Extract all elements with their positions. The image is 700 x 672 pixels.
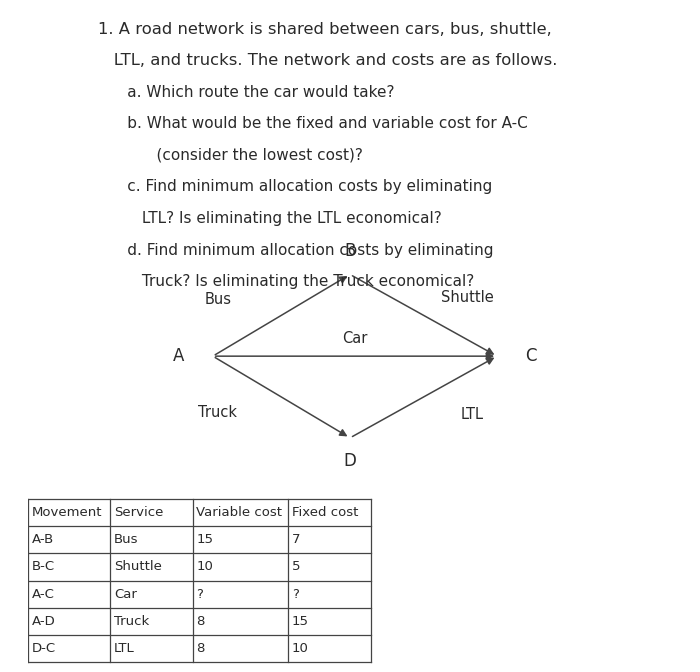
Text: Shuttle: Shuttle xyxy=(114,560,162,573)
Text: Bus: Bus xyxy=(204,292,231,308)
Text: Service: Service xyxy=(114,506,163,519)
Text: ?: ? xyxy=(197,587,203,601)
Text: 10: 10 xyxy=(292,642,309,655)
Text: A-D: A-D xyxy=(32,615,55,628)
Text: 8: 8 xyxy=(197,642,205,655)
Text: D: D xyxy=(344,452,356,470)
Text: 15: 15 xyxy=(292,615,309,628)
Text: Fixed cost: Fixed cost xyxy=(292,506,358,519)
Text: Car: Car xyxy=(342,331,368,346)
Text: A-C: A-C xyxy=(32,587,55,601)
Text: a. Which route the car would take?: a. Which route the car would take? xyxy=(98,85,395,99)
Text: (consider the lowest cost)?: (consider the lowest cost)? xyxy=(98,148,363,163)
Text: Shuttle: Shuttle xyxy=(441,290,494,305)
Text: Movement: Movement xyxy=(32,506,102,519)
Text: A: A xyxy=(173,347,184,365)
Text: Car: Car xyxy=(114,587,136,601)
Text: Truck: Truck xyxy=(198,405,237,420)
Text: D-C: D-C xyxy=(32,642,55,655)
Text: 10: 10 xyxy=(197,560,214,573)
Text: B: B xyxy=(344,243,356,261)
Text: ?: ? xyxy=(292,587,299,601)
Text: Bus: Bus xyxy=(114,534,139,546)
Text: A-B: A-B xyxy=(32,534,54,546)
Text: 5: 5 xyxy=(292,560,300,573)
Text: b. What would be the fixed and variable cost for A-C: b. What would be the fixed and variable … xyxy=(98,116,528,131)
Text: C: C xyxy=(526,347,537,365)
Text: LTL, and trucks. The network and costs are as follows.: LTL, and trucks. The network and costs a… xyxy=(98,53,557,68)
Text: Truck: Truck xyxy=(114,615,149,628)
Text: LTL: LTL xyxy=(114,642,134,655)
Text: LTL? Is eliminating the LTL economical?: LTL? Is eliminating the LTL economical? xyxy=(98,211,442,226)
Text: Truck? Is eliminating the Truck economical?: Truck? Is eliminating the Truck economic… xyxy=(98,274,475,289)
Text: Variable cost: Variable cost xyxy=(197,506,282,519)
Text: 1. A road network is shared between cars, bus, shuttle,: 1. A road network is shared between cars… xyxy=(98,22,552,36)
Text: LTL: LTL xyxy=(461,407,484,423)
Text: B-C: B-C xyxy=(32,560,55,573)
Text: 15: 15 xyxy=(197,534,214,546)
Text: 8: 8 xyxy=(197,615,205,628)
Text: d. Find minimum allocation costs by eliminating: d. Find minimum allocation costs by elim… xyxy=(98,243,493,257)
Text: 7: 7 xyxy=(292,534,300,546)
Text: c. Find minimum allocation costs by eliminating: c. Find minimum allocation costs by elim… xyxy=(98,179,492,194)
